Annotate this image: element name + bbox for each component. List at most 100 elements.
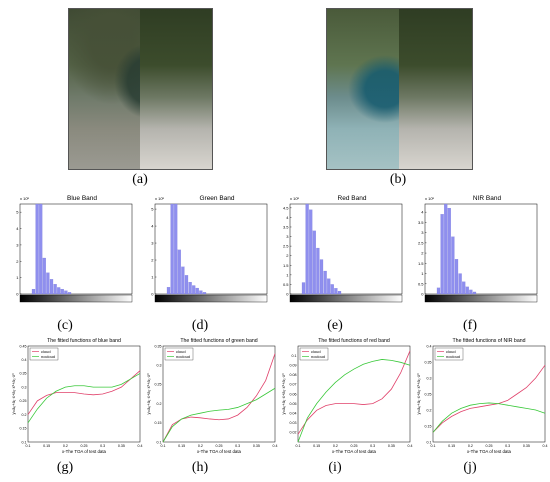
- fit-chart-ylabel: y=a₀+a₁·x+a₂·x²+a₃·x³: [281, 373, 286, 415]
- histogram-colorbar: [19, 294, 133, 303]
- fit-chart-frame: [297, 345, 411, 443]
- fit-chart-ytick: 0.15: [155, 421, 162, 425]
- fit-chart-ylabel: y=a₀+a₁·x+a₂·x²+a₃·x³: [11, 373, 16, 415]
- fit-chart-ytick: 0.03: [290, 421, 297, 425]
- label-e: (e): [327, 318, 343, 333]
- fit-chart-ytick: 0.02: [290, 431, 297, 435]
- histogram-bar: [181, 266, 185, 295]
- legend-label-cloud: cloud: [176, 349, 186, 354]
- histogram-bar: [57, 287, 61, 295]
- histogram-bar: [199, 290, 203, 295]
- histogram-ytick: 1: [286, 272, 289, 277]
- histogram-bar: [67, 292, 72, 295]
- histogram-bar: [35, 203, 39, 295]
- histogram-bar: [444, 203, 448, 295]
- fit-chart-ytick: 0.45: [20, 344, 27, 348]
- fit-chart-xlabel: x-The TOA of test data: [467, 449, 512, 454]
- histogram-1: Blue Band x 10⁵ 5 4 3 2 1 0: [16, 195, 133, 303]
- histogram-bar: [184, 275, 189, 295]
- satellite-image-original: [68, 8, 213, 170]
- histogram-ytick: 2: [286, 253, 289, 258]
- fit-chart-frame: [162, 345, 276, 443]
- fit-chart-ytick: 0.3: [427, 376, 432, 380]
- histogram-bar: [323, 270, 327, 295]
- fit-chart-ytick: 0.09: [290, 364, 297, 368]
- label-a: (a): [132, 172, 148, 187]
- fit-chart-xtick: 0.15: [178, 444, 185, 448]
- label-g: (g): [56, 460, 74, 475]
- fit-chart-xtick: 0.25: [216, 444, 223, 448]
- histogram-bar: [31, 288, 36, 295]
- histogram-bar: [170, 203, 174, 295]
- histogram-bar: [312, 230, 316, 295]
- fit-chart-ytick: 0.1: [22, 440, 27, 444]
- satellite-image-corrected-right-half: [399, 9, 472, 169]
- fit-chart-ytick: 0.2: [427, 408, 432, 412]
- label-i: (i): [328, 460, 342, 475]
- histogram-ytick: 4.5: [283, 205, 289, 210]
- histogram-bar: [465, 286, 469, 295]
- histogram-4: NIR Band x 10⁵ 4 3.5 3 2.5 2 1.5 1 0.5 0: [418, 195, 538, 303]
- label-b: (b): [389, 172, 407, 187]
- histogram-bar: [166, 287, 171, 295]
- series-line-nocloud: [162, 387, 276, 443]
- histogram-ytick: 2: [421, 251, 424, 256]
- fit-chart-ytick: 0.3: [157, 364, 162, 368]
- histogram-ytick: 3: [151, 241, 154, 246]
- fit-chart-xlabel: x-The TOA of test data: [332, 449, 377, 454]
- histogram-bar: [49, 279, 54, 295]
- fit-chart-ytick: 0.04: [290, 412, 297, 416]
- label-c: (c): [57, 318, 73, 333]
- legend-box: [164, 347, 194, 361]
- fit-chart-xlabel: x-The TOA of test data: [62, 449, 107, 454]
- histogram-bar: [327, 278, 331, 295]
- fit-chart-xtick: 0.2: [63, 444, 68, 448]
- fit-chart-xtick: 0.3: [235, 444, 240, 448]
- label-f: (f): [463, 318, 477, 333]
- fit-chart-ytick: 0.07: [290, 383, 297, 387]
- histogram-bar: [469, 289, 473, 295]
- fit-chart-ytick: 0.3: [22, 385, 27, 389]
- fit-chart-xtick: 0.1: [296, 444, 301, 448]
- fit-chart-frame: [432, 345, 546, 443]
- histogram-bar: [309, 209, 313, 295]
- histogram-bar: [39, 203, 43, 295]
- fit-chart-ytick: 0.25: [425, 392, 432, 396]
- fit-chart-ytick: 0.25: [155, 383, 162, 387]
- fit-chart-xlabel: x-The TOA of test data: [197, 449, 242, 454]
- histogram-ytick: 2: [151, 258, 154, 263]
- fit-chart-xtick: 0.35: [253, 444, 260, 448]
- fit-chart-title: The fitted functions of NIR band: [453, 338, 526, 344]
- fit-chart-xtick: 0.2: [468, 444, 473, 448]
- legend-box: [299, 347, 329, 361]
- fit-chart-xtick: 0.35: [523, 444, 530, 448]
- fit-chart-ytick: 0.4: [427, 344, 432, 348]
- histogram-bar: [319, 259, 324, 295]
- histogram-bar: [53, 284, 57, 295]
- histogram-ytick: 1.5: [283, 263, 289, 268]
- histogram-ytick: 3: [286, 234, 289, 239]
- histogram-ytick: 3.5: [283, 224, 289, 229]
- fit-chart-xtick: 0.1: [431, 444, 436, 448]
- histogram-bar: [316, 247, 320, 295]
- series-line-cloud: [297, 350, 411, 435]
- histogram-bar: [60, 288, 64, 295]
- histogram-bar: [174, 203, 178, 295]
- series-line-nocloud: [27, 373, 141, 424]
- histogram-bar: [472, 291, 477, 295]
- histogram-bar: [305, 203, 309, 295]
- fit-chart-xtick: 0.15: [313, 444, 320, 448]
- legend-label-nocloud: nocloud: [41, 354, 55, 359]
- histogram-bar: [195, 287, 199, 295]
- fit-chart-ytick: 0.1: [427, 440, 432, 444]
- histogram-row: Blue Band x 10⁵ 5 4 3 2 1 0 Green Band x 10⁵ 5 4 3 2 1…: [16, 195, 538, 303]
- histogram-bar: [202, 292, 207, 295]
- histogram-title: Blue Band: [67, 195, 97, 202]
- histogram-ytick: 3.5: [418, 220, 424, 225]
- histogram-bar: [454, 259, 459, 295]
- legend-box: [434, 347, 464, 361]
- histogram-bar: [330, 284, 334, 295]
- histogram-bar: [458, 273, 462, 295]
